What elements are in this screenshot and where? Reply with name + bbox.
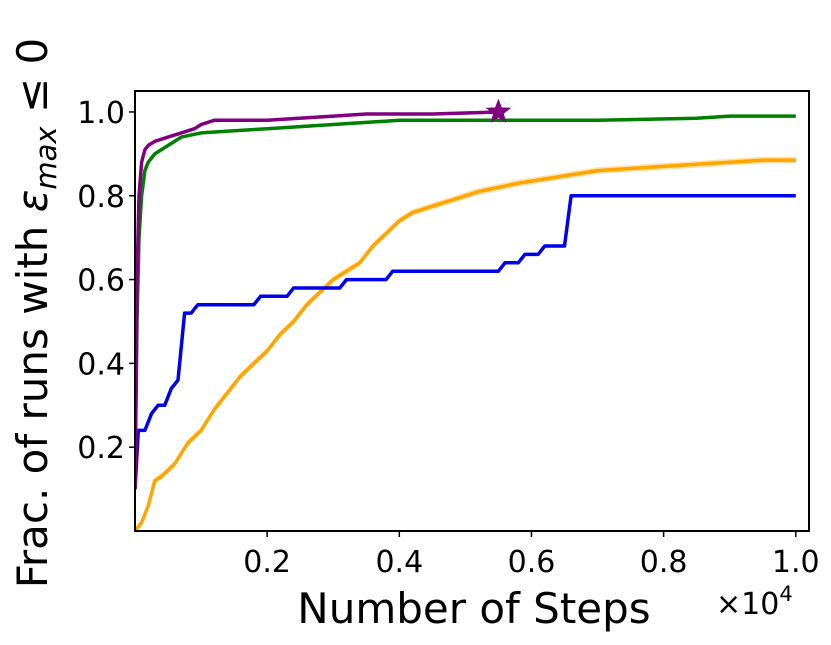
- series-line-1: [135, 194, 796, 490]
- plot-area-frame: [134, 90, 810, 532]
- y-tick-label: 0.6: [77, 264, 125, 299]
- plot-series: [135, 98, 796, 531]
- y-axis-label-symbol: ε: [8, 190, 57, 213]
- y-axis-label-suffix: ≤ 0: [8, 38, 57, 127]
- series-band-0: [135, 156, 796, 531]
- y-axis-ticks: 0.2 0.4 0.6 0.8 1.0: [77, 96, 135, 466]
- x-axis-label: Number of Steps: [297, 584, 650, 633]
- star-marker-0: [485, 98, 512, 123]
- series-line-2: [135, 114, 796, 490]
- x-tick-label: 0.4: [375, 545, 423, 580]
- y-axis-label-prefix: Frac. of runs with: [8, 212, 57, 588]
- series-line-3: [135, 110, 499, 490]
- x-axis-multiplier: ×104: [716, 582, 793, 622]
- x-tick-label: 1.0: [772, 545, 820, 580]
- x-tick-label: 0.6: [508, 545, 556, 580]
- x-tick-label: 0.2: [243, 545, 291, 580]
- y-tick-label: 1.0: [77, 96, 125, 131]
- y-axis-label-subscript: max: [29, 126, 63, 190]
- y-tick-label: 0.8: [77, 180, 125, 215]
- x-axis-multiplier-exponent: 4: [779, 582, 792, 606]
- y-tick-label: 0.4: [77, 347, 125, 382]
- x-tick-label: 0.8: [640, 545, 688, 580]
- series-line-0: [135, 158, 796, 531]
- x-axis-ticks: 0.2 0.4 0.6 0.8 1.0: [243, 531, 820, 580]
- y-tick-label: 0.2: [77, 431, 125, 466]
- y-axis-label: Frac. of runs with εmax ≤ 0: [8, 38, 63, 588]
- x-axis-multiplier-base: ×10: [716, 587, 779, 622]
